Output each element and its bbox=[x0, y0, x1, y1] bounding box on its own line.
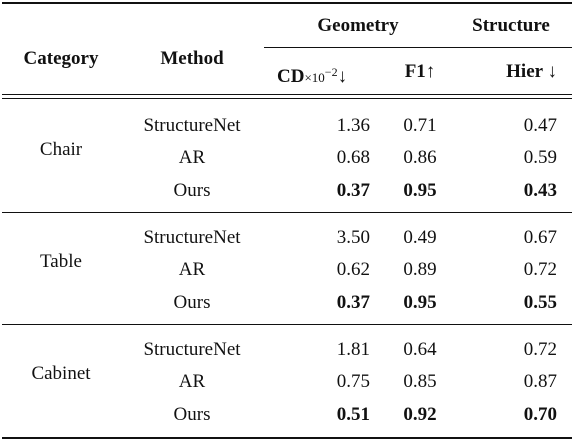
method-cell: AR bbox=[178, 147, 206, 168]
hier-down-arrow-icon: ↓ bbox=[547, 61, 558, 82]
f1-cell-best: 0.92 bbox=[403, 404, 437, 425]
cd-header-label: CD bbox=[277, 66, 305, 87]
method-cell: StructureNet bbox=[143, 339, 241, 360]
f1-cell: 0.85 bbox=[403, 371, 437, 392]
header-rule-lower bbox=[2, 98, 572, 99]
hier-cell: 0.72 bbox=[523, 259, 557, 280]
hier-cell: 0.72 bbox=[523, 339, 557, 360]
bottom-rule bbox=[2, 437, 572, 439]
cd-column-header: CD×10−2↓ bbox=[277, 61, 347, 89]
f1-cell-best: 0.95 bbox=[403, 292, 437, 313]
method-cell: StructureNet bbox=[143, 227, 241, 248]
group-header-rule bbox=[264, 47, 572, 48]
method-cell: Ours bbox=[173, 292, 211, 313]
method-cell: Ours bbox=[173, 404, 211, 425]
f1-cell: 0.49 bbox=[403, 227, 437, 248]
cd-cell: 0.75 bbox=[336, 371, 370, 392]
hier-cell-best: 0.70 bbox=[523, 404, 557, 425]
group-separator-rule bbox=[2, 212, 572, 213]
hier-header-label: Hier bbox=[506, 61, 543, 82]
f1-cell: 0.86 bbox=[403, 147, 437, 168]
f1-cell: 0.89 bbox=[403, 259, 437, 280]
header-rule-upper bbox=[2, 94, 572, 95]
category-cell: Cabinet bbox=[31, 363, 91, 384]
category-cell: Table bbox=[40, 251, 82, 272]
hier-column-header: Hier ↓ bbox=[506, 61, 557, 83]
f1-cell: 0.64 bbox=[403, 339, 437, 360]
cd-cell-best: 0.37 bbox=[336, 180, 370, 201]
method-column-header: Method bbox=[160, 48, 224, 69]
cd-scale-label: ×10 bbox=[304, 70, 325, 85]
f1-header-label: F1 bbox=[404, 61, 426, 82]
f1-up-arrow-icon: ↑ bbox=[425, 61, 436, 82]
cd-cell-best: 0.37 bbox=[336, 292, 370, 313]
structure-group-header: Structure bbox=[472, 15, 550, 36]
geometry-group-header: Geometry bbox=[317, 15, 399, 36]
cd-cell-best: 0.51 bbox=[336, 404, 370, 425]
cd-down-arrow-icon: ↓ bbox=[337, 66, 348, 87]
method-cell: StructureNet bbox=[143, 115, 241, 136]
cd-scale-exponent: −2 bbox=[324, 65, 338, 79]
method-cell: Ours bbox=[173, 180, 211, 201]
f1-column-header: F1↑ bbox=[405, 61, 436, 83]
group-separator-rule bbox=[2, 324, 572, 325]
cd-cell: 1.81 bbox=[336, 339, 370, 360]
cd-cell: 0.68 bbox=[336, 147, 370, 168]
hier-cell: 0.67 bbox=[523, 227, 557, 248]
cd-cell: 0.62 bbox=[336, 259, 370, 280]
hier-cell: 0.59 bbox=[523, 147, 557, 168]
hier-cell: 0.47 bbox=[523, 115, 557, 136]
category-column-header: Category bbox=[23, 48, 99, 69]
method-cell: AR bbox=[178, 371, 206, 392]
cd-cell: 1.36 bbox=[336, 115, 370, 136]
top-rule bbox=[2, 2, 572, 4]
hier-cell-best: 0.55 bbox=[523, 292, 557, 313]
category-cell: Chair bbox=[39, 139, 83, 160]
method-cell: AR bbox=[178, 259, 206, 280]
hier-cell-best: 0.43 bbox=[523, 180, 557, 201]
f1-cell: 0.71 bbox=[403, 115, 437, 136]
f1-cell-best: 0.95 bbox=[403, 180, 437, 201]
cd-cell: 3.50 bbox=[336, 227, 370, 248]
hier-cell: 0.87 bbox=[523, 371, 557, 392]
